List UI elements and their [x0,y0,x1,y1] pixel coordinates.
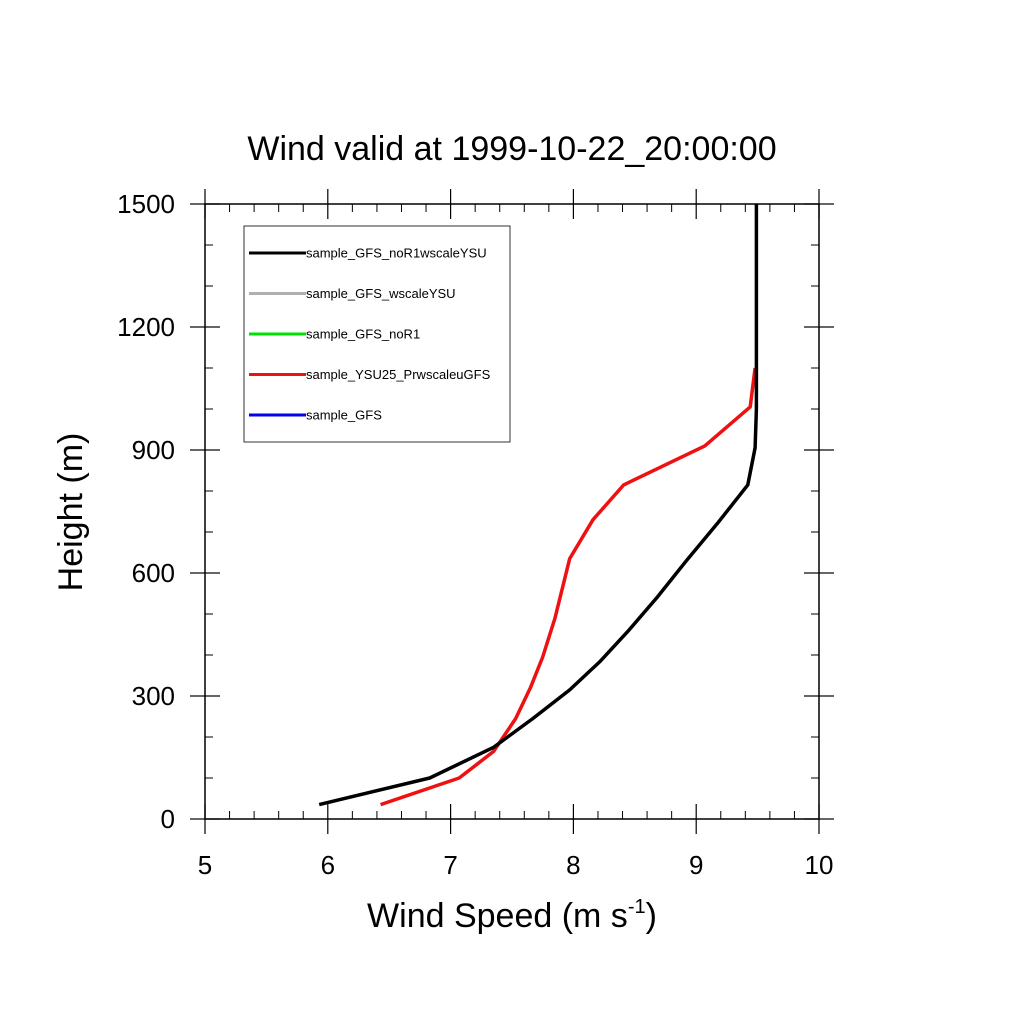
plot-frame [204,203,820,820]
x-axis-label-suffix: ) [646,897,657,935]
series-line [318,204,759,807]
x-tick-labels: 5 6 7 8 9 10 [198,850,834,880]
x-tick-label: 8 [566,850,580,880]
minor-ticks [205,204,819,819]
legend-label: sample_GFS_noR1 [306,327,420,342]
legend-label: sample_GFS_wscaleYSU [306,286,456,301]
y-tick-label: 900 [132,435,175,465]
series-lines [318,204,759,807]
legend: sample_GFS_noR1wscaleYSU sample_GFS_wscal… [243,225,511,443]
chart-title: Wind valid at 1999-10-22_20:00:00 [247,130,776,168]
legend-label: sample_GFS [306,408,382,423]
legend-label: sample_YSU25_PrwscaleuGFS [306,367,491,382]
legend-label: sample_GFS_noR1wscaleYSU [306,246,487,261]
legend-items: sample_GFS_noR1wscaleYSU sample_GFS_wscal… [249,246,491,423]
y-tick-label: 600 [132,558,175,588]
y-tick-label: 300 [132,681,175,711]
y-tick-labels: 0 300 600 900 1200 1500 [117,189,175,834]
y-axis-label: Height (m) [52,433,90,592]
x-tick-label: 6 [321,850,335,880]
plot-area [190,189,834,834]
major-ticks [190,189,834,834]
y-tick-label: 1200 [117,312,175,342]
y-tick-label: 1500 [117,189,175,219]
x-axis-label-main: Wind Speed (m s [367,897,628,935]
x-tick-label: 7 [443,850,457,880]
x-axis-label: Wind Speed (m s-1) [367,896,657,935]
x-tick-label: 9 [689,850,703,880]
x-tick-label: 10 [805,850,834,880]
x-tick-label: 5 [198,850,212,880]
y-tick-label: 0 [161,804,175,834]
series-line [380,367,757,807]
x-axis-label-superscript: -1 [628,896,646,918]
